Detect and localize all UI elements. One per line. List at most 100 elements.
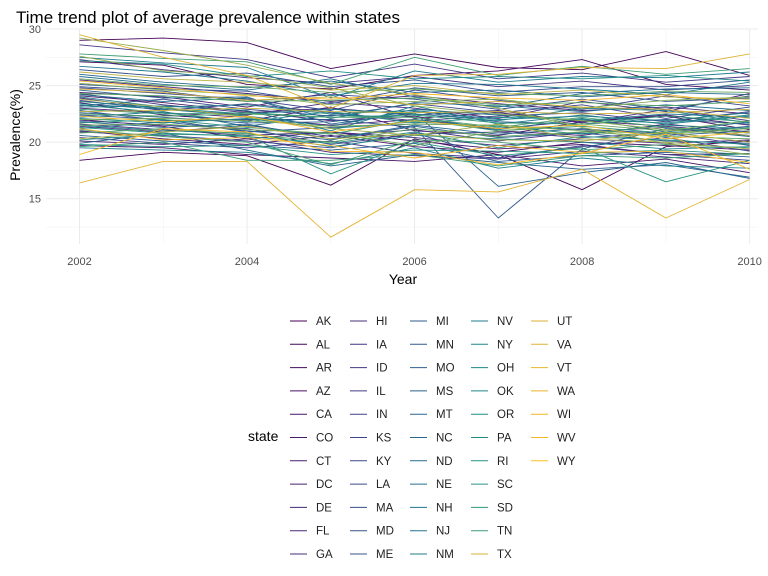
legend-label-TX: TX bbox=[497, 549, 512, 561]
x-tick-label: 2004 bbox=[235, 256, 259, 268]
x-tick-label: 2008 bbox=[570, 256, 594, 268]
x-axis-title: Year bbox=[389, 271, 418, 287]
series-line-CO bbox=[79, 145, 750, 174]
legend-label-CA: CA bbox=[316, 409, 332, 421]
series-line-S67 bbox=[79, 37, 750, 156]
series-line-S55 bbox=[79, 108, 750, 125]
legend-label-GA: GA bbox=[316, 549, 333, 561]
legend-label-LA: LA bbox=[376, 479, 390, 491]
y-tick-label: 30 bbox=[29, 24, 41, 36]
legend-label-ND: ND bbox=[436, 456, 453, 468]
series-line-NJ bbox=[79, 134, 750, 162]
legend-label-NJ: NJ bbox=[436, 526, 450, 538]
legend-label-HI: HI bbox=[376, 316, 388, 328]
legend-label-NH: NH bbox=[436, 502, 453, 514]
legend-label-IN: IN bbox=[376, 409, 388, 421]
legend-label-UT: UT bbox=[557, 316, 572, 328]
series-line-S62 bbox=[79, 78, 750, 97]
series-line-UT bbox=[79, 147, 750, 169]
series-line-S65 bbox=[79, 82, 750, 109]
legend-label-WY: WY bbox=[557, 456, 576, 468]
legend-label-MD: MD bbox=[376, 526, 394, 538]
legend-label-IL: IL bbox=[376, 386, 386, 398]
legend: AK AL AR AZ CA CO CT DC DE FL GA HI IA ID IL IN KS KY LA MA… bbox=[290, 316, 576, 561]
series-line-S78 bbox=[79, 128, 750, 170]
series-line-S77 bbox=[79, 80, 750, 105]
series-line-ME bbox=[79, 98, 750, 119]
legend-label-ID: ID bbox=[376, 363, 388, 375]
series-line-S59 bbox=[79, 113, 750, 134]
series-line-RI bbox=[79, 103, 750, 127]
series-line-NC bbox=[79, 83, 750, 105]
legend-label-AR: AR bbox=[316, 363, 332, 375]
y-tick-label: 15 bbox=[29, 194, 41, 206]
legend-label-NM: NM bbox=[436, 549, 454, 561]
legend-title: state bbox=[248, 428, 279, 444]
series-line-S58 bbox=[79, 129, 750, 166]
legend-label-OK: OK bbox=[497, 386, 514, 398]
series-line-S71 bbox=[79, 107, 750, 115]
legend-label-AZ: AZ bbox=[316, 386, 331, 398]
legend-label-WV: WV bbox=[557, 433, 576, 445]
legend-label-IA: IA bbox=[376, 339, 387, 351]
legend-label-KY: KY bbox=[376, 456, 392, 468]
legend-label-MO: MO bbox=[436, 363, 455, 375]
y-axis-title: Prevalence(%) bbox=[7, 89, 23, 181]
legend-label-CT: CT bbox=[316, 456, 331, 468]
series-line-S53 bbox=[79, 133, 750, 183]
legend-label-SD: SD bbox=[497, 502, 513, 514]
legend-label-SC: SC bbox=[497, 479, 513, 491]
legend-label-NC: NC bbox=[436, 433, 453, 445]
series-line-S72 bbox=[79, 88, 750, 119]
series-line-S75 bbox=[79, 128, 750, 163]
legend-label-AK: AK bbox=[316, 316, 332, 328]
legend-label-MI: MI bbox=[436, 316, 449, 328]
legend-label-DE: DE bbox=[316, 502, 332, 514]
legend-label-KS: KS bbox=[376, 433, 392, 445]
x-tick-label: 2010 bbox=[737, 256, 761, 268]
series-lines bbox=[79, 34, 750, 238]
series-line-S56 bbox=[79, 141, 750, 167]
series-line-S63 bbox=[79, 120, 750, 147]
series-line-OH bbox=[79, 73, 750, 98]
legend-label-VT: VT bbox=[557, 363, 572, 375]
legend-label-WI: WI bbox=[557, 409, 571, 421]
legend-label-PA: PA bbox=[497, 433, 512, 445]
legend-label-OH: OH bbox=[497, 363, 514, 375]
series-line-S76 bbox=[79, 115, 750, 140]
y-tick-label: 20 bbox=[29, 137, 41, 149]
x-tick-label: 2002 bbox=[67, 256, 91, 268]
legend-label-FL: FL bbox=[316, 526, 330, 538]
legend-label-MT: MT bbox=[436, 409, 453, 421]
series-line-CA bbox=[79, 130, 750, 153]
legend-label-OR: OR bbox=[497, 409, 514, 421]
series-line-S64 bbox=[79, 117, 750, 135]
series-line-S57 bbox=[79, 53, 750, 85]
legend-label-DC: DC bbox=[316, 479, 333, 491]
y-tick-label: 25 bbox=[29, 81, 41, 93]
legend-label-MS: MS bbox=[436, 386, 454, 398]
series-line-S74 bbox=[79, 160, 750, 238]
legend-label-MN: MN bbox=[436, 339, 454, 351]
legend-label-NY: NY bbox=[497, 339, 513, 351]
series-line-AL bbox=[79, 37, 750, 76]
series-line-S60 bbox=[79, 93, 750, 107]
legend-label-CO: CO bbox=[316, 433, 333, 445]
legend-label-MA: MA bbox=[376, 502, 394, 514]
series-line-WV bbox=[79, 60, 750, 82]
legend-label-RI: RI bbox=[497, 456, 509, 468]
legend-label-ME: ME bbox=[376, 549, 394, 561]
series-line-TN bbox=[79, 56, 750, 99]
legend-label-VA: VA bbox=[557, 339, 572, 351]
legend-label-NE: NE bbox=[436, 479, 452, 491]
x-tick-label: 2006 bbox=[402, 256, 426, 268]
series-line-S66 bbox=[79, 55, 750, 136]
series-line-S70 bbox=[79, 71, 750, 100]
series-line-PA bbox=[79, 94, 750, 119]
legend-label-AL: AL bbox=[316, 339, 331, 351]
series-line-S54 bbox=[79, 119, 750, 135]
axis-ticks: 2002 2004 2006 2008 2010 15 20 25 30 bbox=[29, 24, 762, 268]
legend-label-TN: TN bbox=[497, 526, 512, 538]
